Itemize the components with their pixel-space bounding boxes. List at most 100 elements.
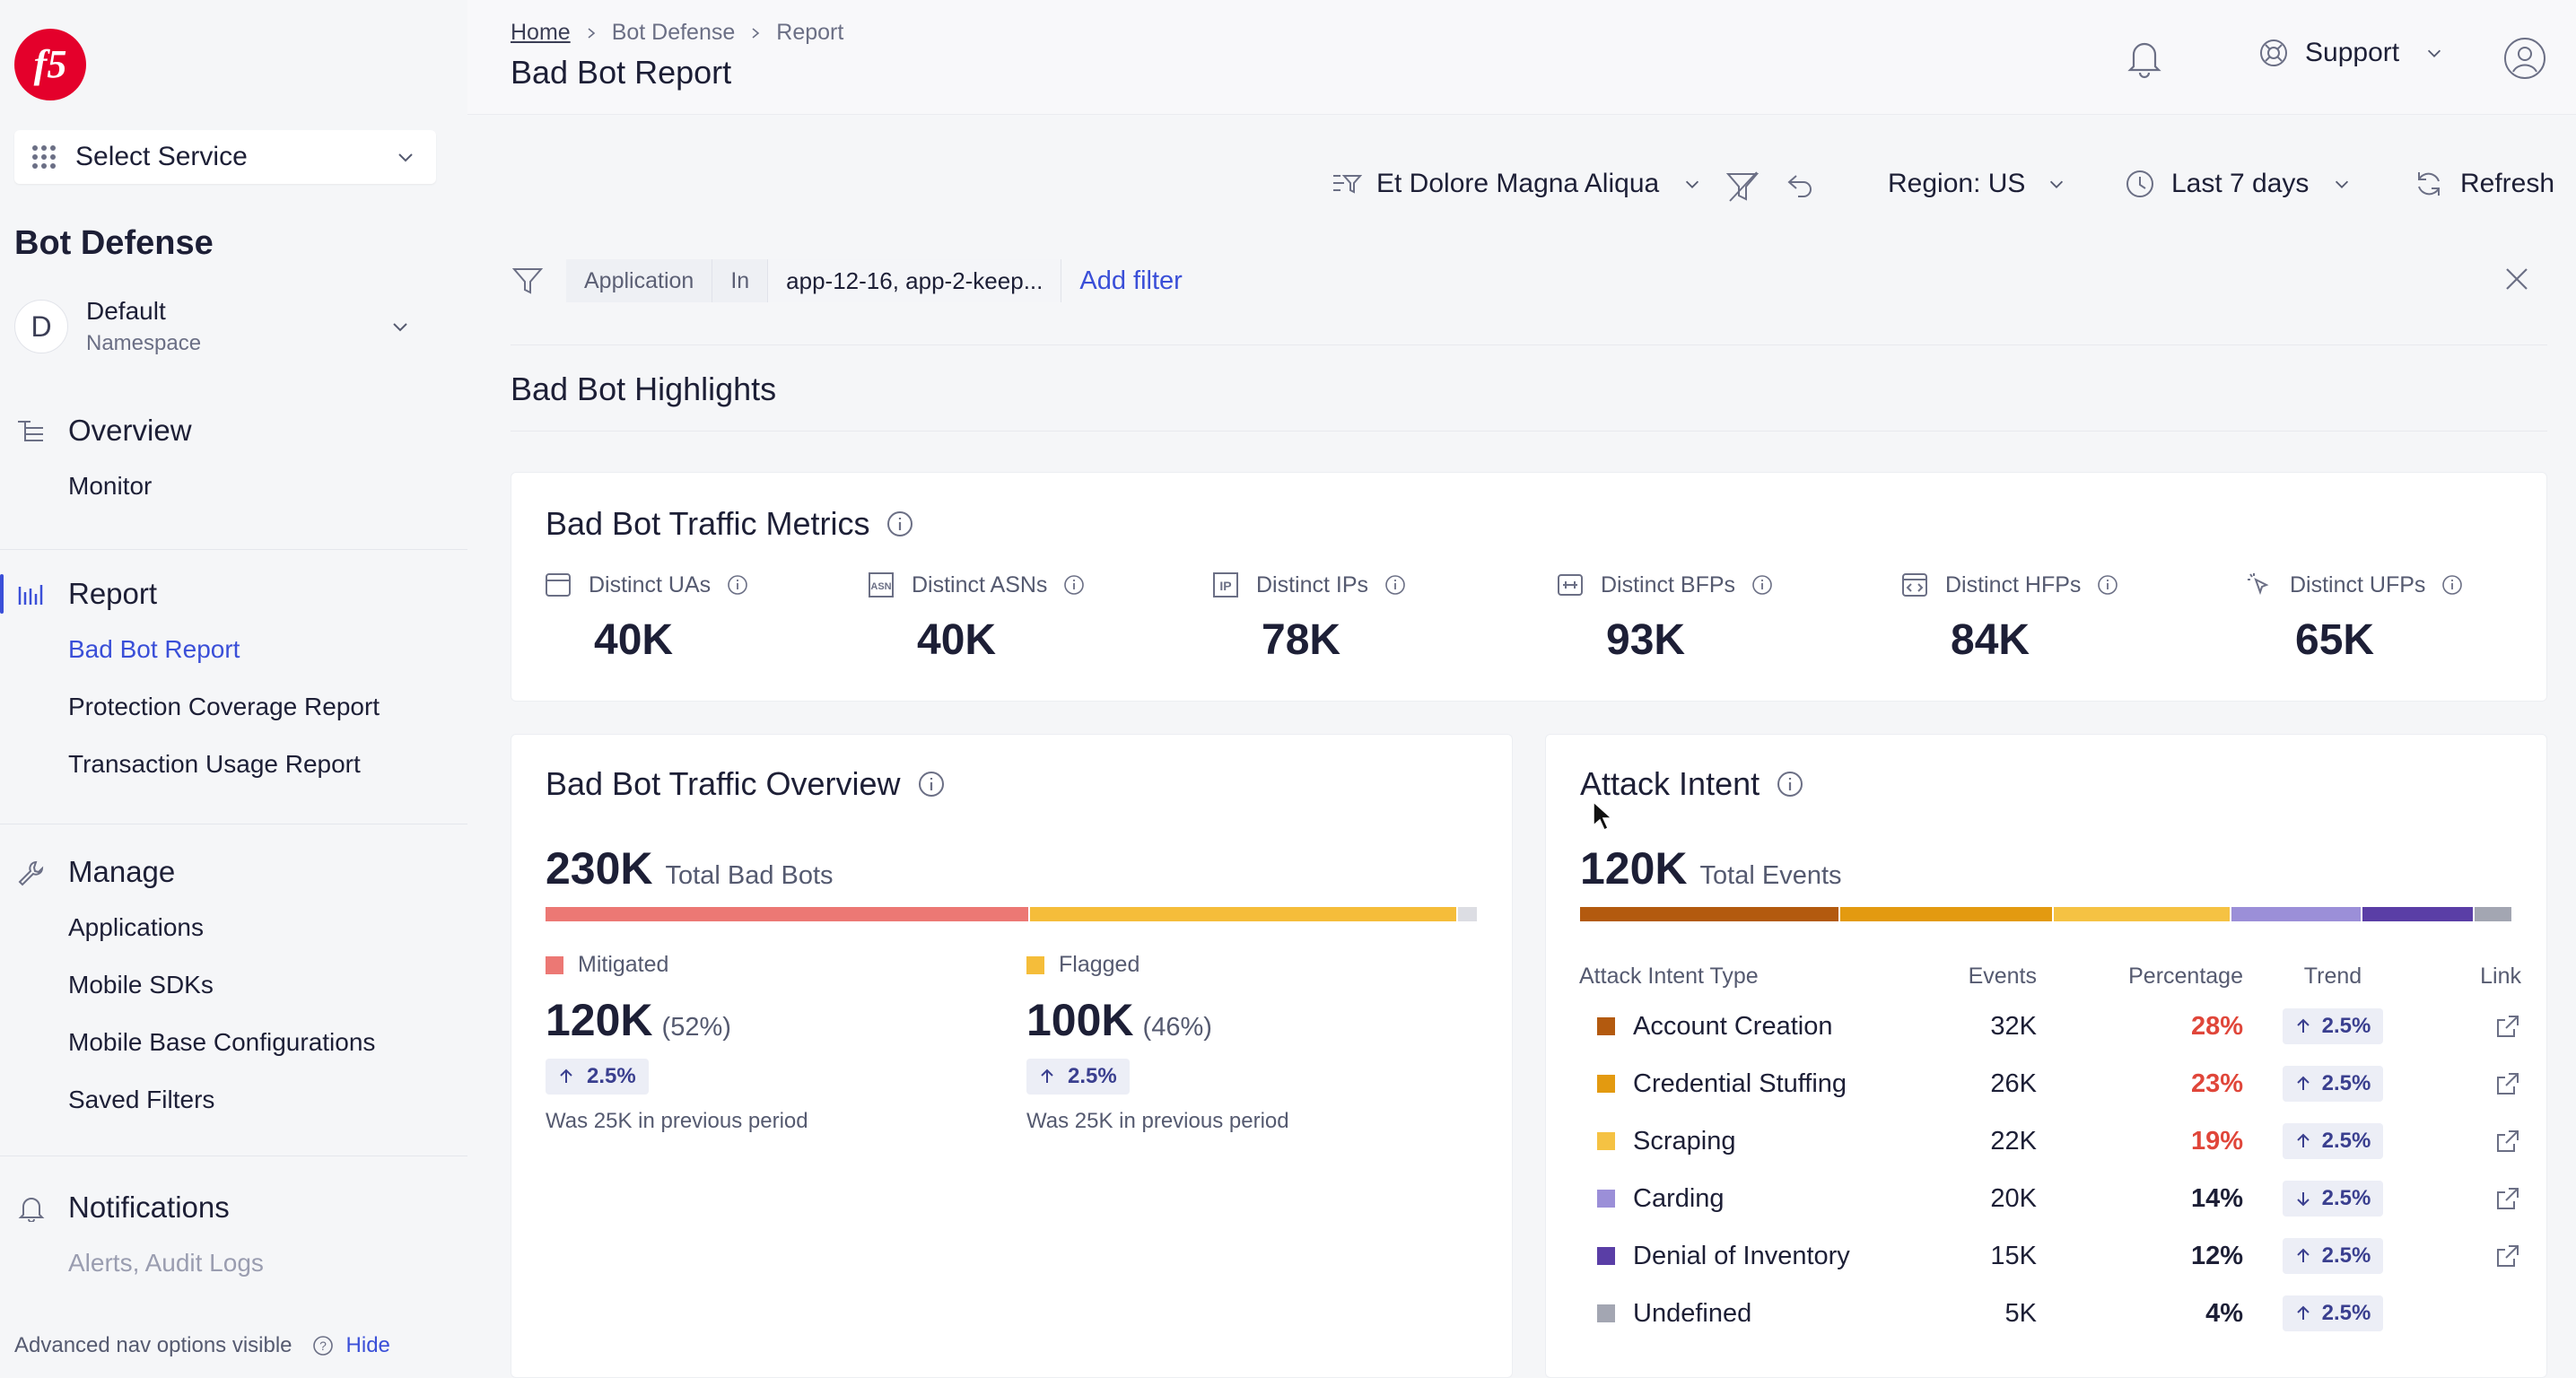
breadcrumb-bot-defense[interactable]: Bot Defense [611,20,736,45]
trend-badge: 2.5% [2282,1238,2384,1274]
bar-segment[interactable] [1458,907,1477,921]
advanced-nav-notice: Advanced nav options visible ? Hide [14,1333,390,1358]
add-filter-link[interactable]: Add filter [1079,266,1183,295]
namespace-selector[interactable]: D Default Namespace [14,289,436,364]
traffic-metrics-title: Bad Bot Traffic Metrics [546,505,914,543]
bar-segment[interactable] [2054,907,2230,921]
bar-segment[interactable] [546,907,1028,921]
filter-field-chip[interactable]: Application [566,259,713,302]
intent-swatch [1597,1190,1615,1208]
nav-item-protection-coverage-report[interactable]: Protection Coverage Report [68,693,380,720]
external-link-icon[interactable] [2494,1128,2521,1155]
info-icon[interactable] [2097,574,2118,596]
nav-item-bad-bot-report[interactable]: Bad Bot Report [68,635,240,663]
info-icon[interactable] [1751,574,1773,596]
intent-events: 15K [1990,1241,2037,1270]
code-window-icon [1902,573,1927,597]
ip-icon: IP [1213,572,1238,597]
nav-item-mobile-base-configurations[interactable]: Mobile Base Configurations [68,1028,376,1056]
nav-notifications[interactable]: Notifications [0,1181,467,1234]
report-icon [18,585,43,605]
table-row: Scraping 22K 19% 2.5% [1579,1112,2521,1170]
wrench-icon [18,860,44,886]
info-icon[interactable] [886,510,914,538]
previous-period-note: Was 25K in previous period [1026,1109,1289,1133]
user-profile-icon[interactable] [2502,36,2547,81]
nav-group-manage: Manage Applications Mobile SDKs Mobile B… [0,845,467,1129]
nav-item-transaction-usage-report[interactable]: Transaction Usage Report [68,750,361,778]
namespace-name: Default [86,297,166,325]
legend-value: 120K [546,995,653,1045]
nav-notifications-label: Notifications [68,1190,230,1224]
time-range-dropdown[interactable]: Last 7 days [2125,169,2352,199]
nav-item-monitor[interactable]: Monitor [68,472,153,500]
select-service-dropdown[interactable]: Select Service [14,130,436,184]
column-header[interactable]: Trend [2303,963,2362,989]
bar-segment[interactable] [1580,907,1838,921]
breadcrumb-report: Report [776,20,844,45]
intent-swatch [1597,1304,1615,1322]
nav-manage[interactable]: Manage [0,845,467,899]
arrow-down-icon [2296,1192,2310,1207]
column-header[interactable]: Percentage [2128,963,2243,989]
filter-value-chip[interactable]: app-12-16, app-2-keep... [768,259,1062,302]
external-link-icon[interactable] [2494,1070,2521,1097]
refresh-label: Refresh [2460,169,2555,198]
filter-off-icon[interactable] [1725,169,1760,205]
breadcrumb-home[interactable]: Home [511,20,571,45]
reset-icon[interactable] [1784,170,1816,203]
refresh-button[interactable]: Refresh [2414,169,2554,199]
lifebuoy-icon [2260,39,2287,66]
bar-segment[interactable] [2231,907,2361,921]
nav-report[interactable]: Report [0,567,467,621]
nav-item-mobile-sdks[interactable]: Mobile SDKs [68,971,214,999]
filter-operator-chip[interactable]: In [712,259,769,302]
info-icon[interactable] [917,770,946,798]
info-icon[interactable] [727,574,748,596]
bar-segment[interactable] [1839,907,2053,921]
advanced-nav-text: Advanced nav options visible [14,1333,293,1357]
notifications-bell-icon[interactable] [2124,36,2165,79]
total-events-value: 120K [1580,843,1688,894]
nav-item-applications[interactable]: Applications [68,913,204,941]
sidebar-section-title: Bot Defense [14,224,214,262]
bar-segment[interactable] [2362,907,2473,921]
arrow-up-icon [2296,1248,2310,1262]
info-icon[interactable] [1384,574,1406,596]
info-icon[interactable] [2441,574,2463,596]
nav-item-alerts-audit-logs[interactable]: Alerts, Audit Logs [68,1249,264,1277]
info-icon[interactable] [1776,770,1804,798]
region-label: Region: US [1888,169,2026,198]
nav-item-saved-filters[interactable]: Saved Filters [68,1086,215,1113]
attack-intent-table: Attack Intent Type Events Percentage Tre… [1579,955,2521,1342]
info-icon[interactable] [1063,574,1085,596]
total-events: 120K Total Events [1580,842,1842,894]
legend-label: Mitigated [578,952,669,977]
intent-percentage: 14% [2190,1183,2243,1213]
fingerprint-card-icon [1558,574,1583,596]
legend-percent: (46%) [1142,1013,1212,1042]
hide-advanced-nav-link[interactable]: Hide [345,1333,390,1357]
total-bad-bots-value: 230K [546,843,653,894]
app-selector-dropdown[interactable]: Et Dolore Magna Aliqua [1332,169,1702,199]
clock-icon [2126,170,2153,197]
bar-segment[interactable] [1029,907,1457,921]
support-menu[interactable]: Support [2258,38,2444,68]
intent-events: 20K [1990,1183,2037,1213]
bar-segment[interactable] [2474,907,2511,921]
external-link-icon[interactable] [2494,1243,2521,1269]
filter-icon [511,268,544,294]
help-icon[interactable]: ? [312,1335,334,1356]
close-icon[interactable] [2503,266,2530,292]
f5-logo[interactable]: f5 [13,27,88,102]
column-header[interactable]: Events [1968,963,2037,989]
nav-overview[interactable]: Overview [0,404,467,458]
region-dropdown[interactable]: Region: US [1888,169,2066,199]
column-header[interactable]: Attack Intent Type [1579,963,1759,989]
external-link-icon[interactable] [2494,1185,2521,1212]
intent-type: Denial of Inventory [1633,1241,1850,1270]
overview-icon [18,421,43,441]
traffic-metrics-title-text: Bad Bot Traffic Metrics [546,505,870,542]
trend-value: 2.5% [2321,1301,2371,1325]
external-link-icon[interactable] [2494,1013,2521,1040]
